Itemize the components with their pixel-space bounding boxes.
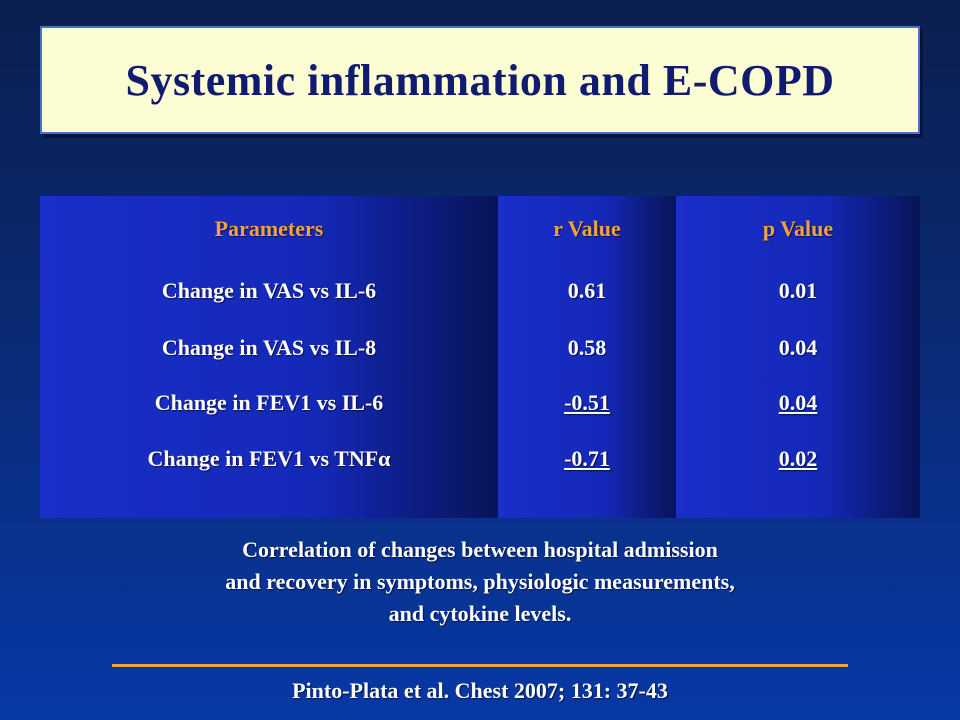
r-value-cell: 0.58 (498, 320, 676, 375)
p-value-cell: 0.01 (676, 262, 920, 320)
correlation-table: Parameters r Value p Value Change in VAS… (40, 196, 920, 518)
title-box: Systemic inflammation and E-COPD (40, 26, 920, 134)
table-row: Change in FEV1 vs TNFα -0.71 0.02 (40, 430, 920, 518)
p-value-cell: 0.04 (676, 375, 920, 430)
table-row: Change in VAS vs IL-6 0.61 0.01 (40, 262, 920, 320)
caption-line: and cytokine levels. (388, 601, 572, 626)
table-row: Change in FEV1 vs IL-6 -0.51 0.04 (40, 375, 920, 430)
orange-divider (112, 664, 848, 667)
parameter-cell: Change in FEV1 vs TNFα (40, 430, 498, 518)
header-p-value: p Value (676, 196, 920, 262)
header-r-value: r Value (498, 196, 676, 262)
parameter-cell: Change in FEV1 vs IL-6 (40, 375, 498, 430)
citation: Pinto-Plata et al. Chest 2007; 131: 37-4… (292, 678, 668, 703)
r-value-cell: -0.51 (498, 375, 676, 430)
p-value-cell: 0.04 (676, 320, 920, 375)
slide-title: Systemic inflammation and E-COPD (125, 55, 835, 105)
table-header-row: Parameters r Value p Value (40, 196, 920, 262)
table-caption: Correlation of changes between hospital … (40, 534, 920, 630)
caption-line: and recovery in symptoms, physiologic me… (225, 569, 735, 594)
header-parameters: Parameters (40, 196, 498, 262)
table-row: Change in VAS vs IL-8 0.58 0.04 (40, 320, 920, 375)
r-value-cell: 0.61 (498, 262, 676, 320)
parameter-cell: Change in VAS vs IL-8 (40, 320, 498, 375)
parameter-cell: Change in VAS vs IL-6 (40, 262, 498, 320)
caption-line: Correlation of changes between hospital … (242, 537, 718, 562)
r-value-cell: -0.71 (498, 430, 676, 518)
p-value-cell: 0.02 (676, 430, 920, 518)
